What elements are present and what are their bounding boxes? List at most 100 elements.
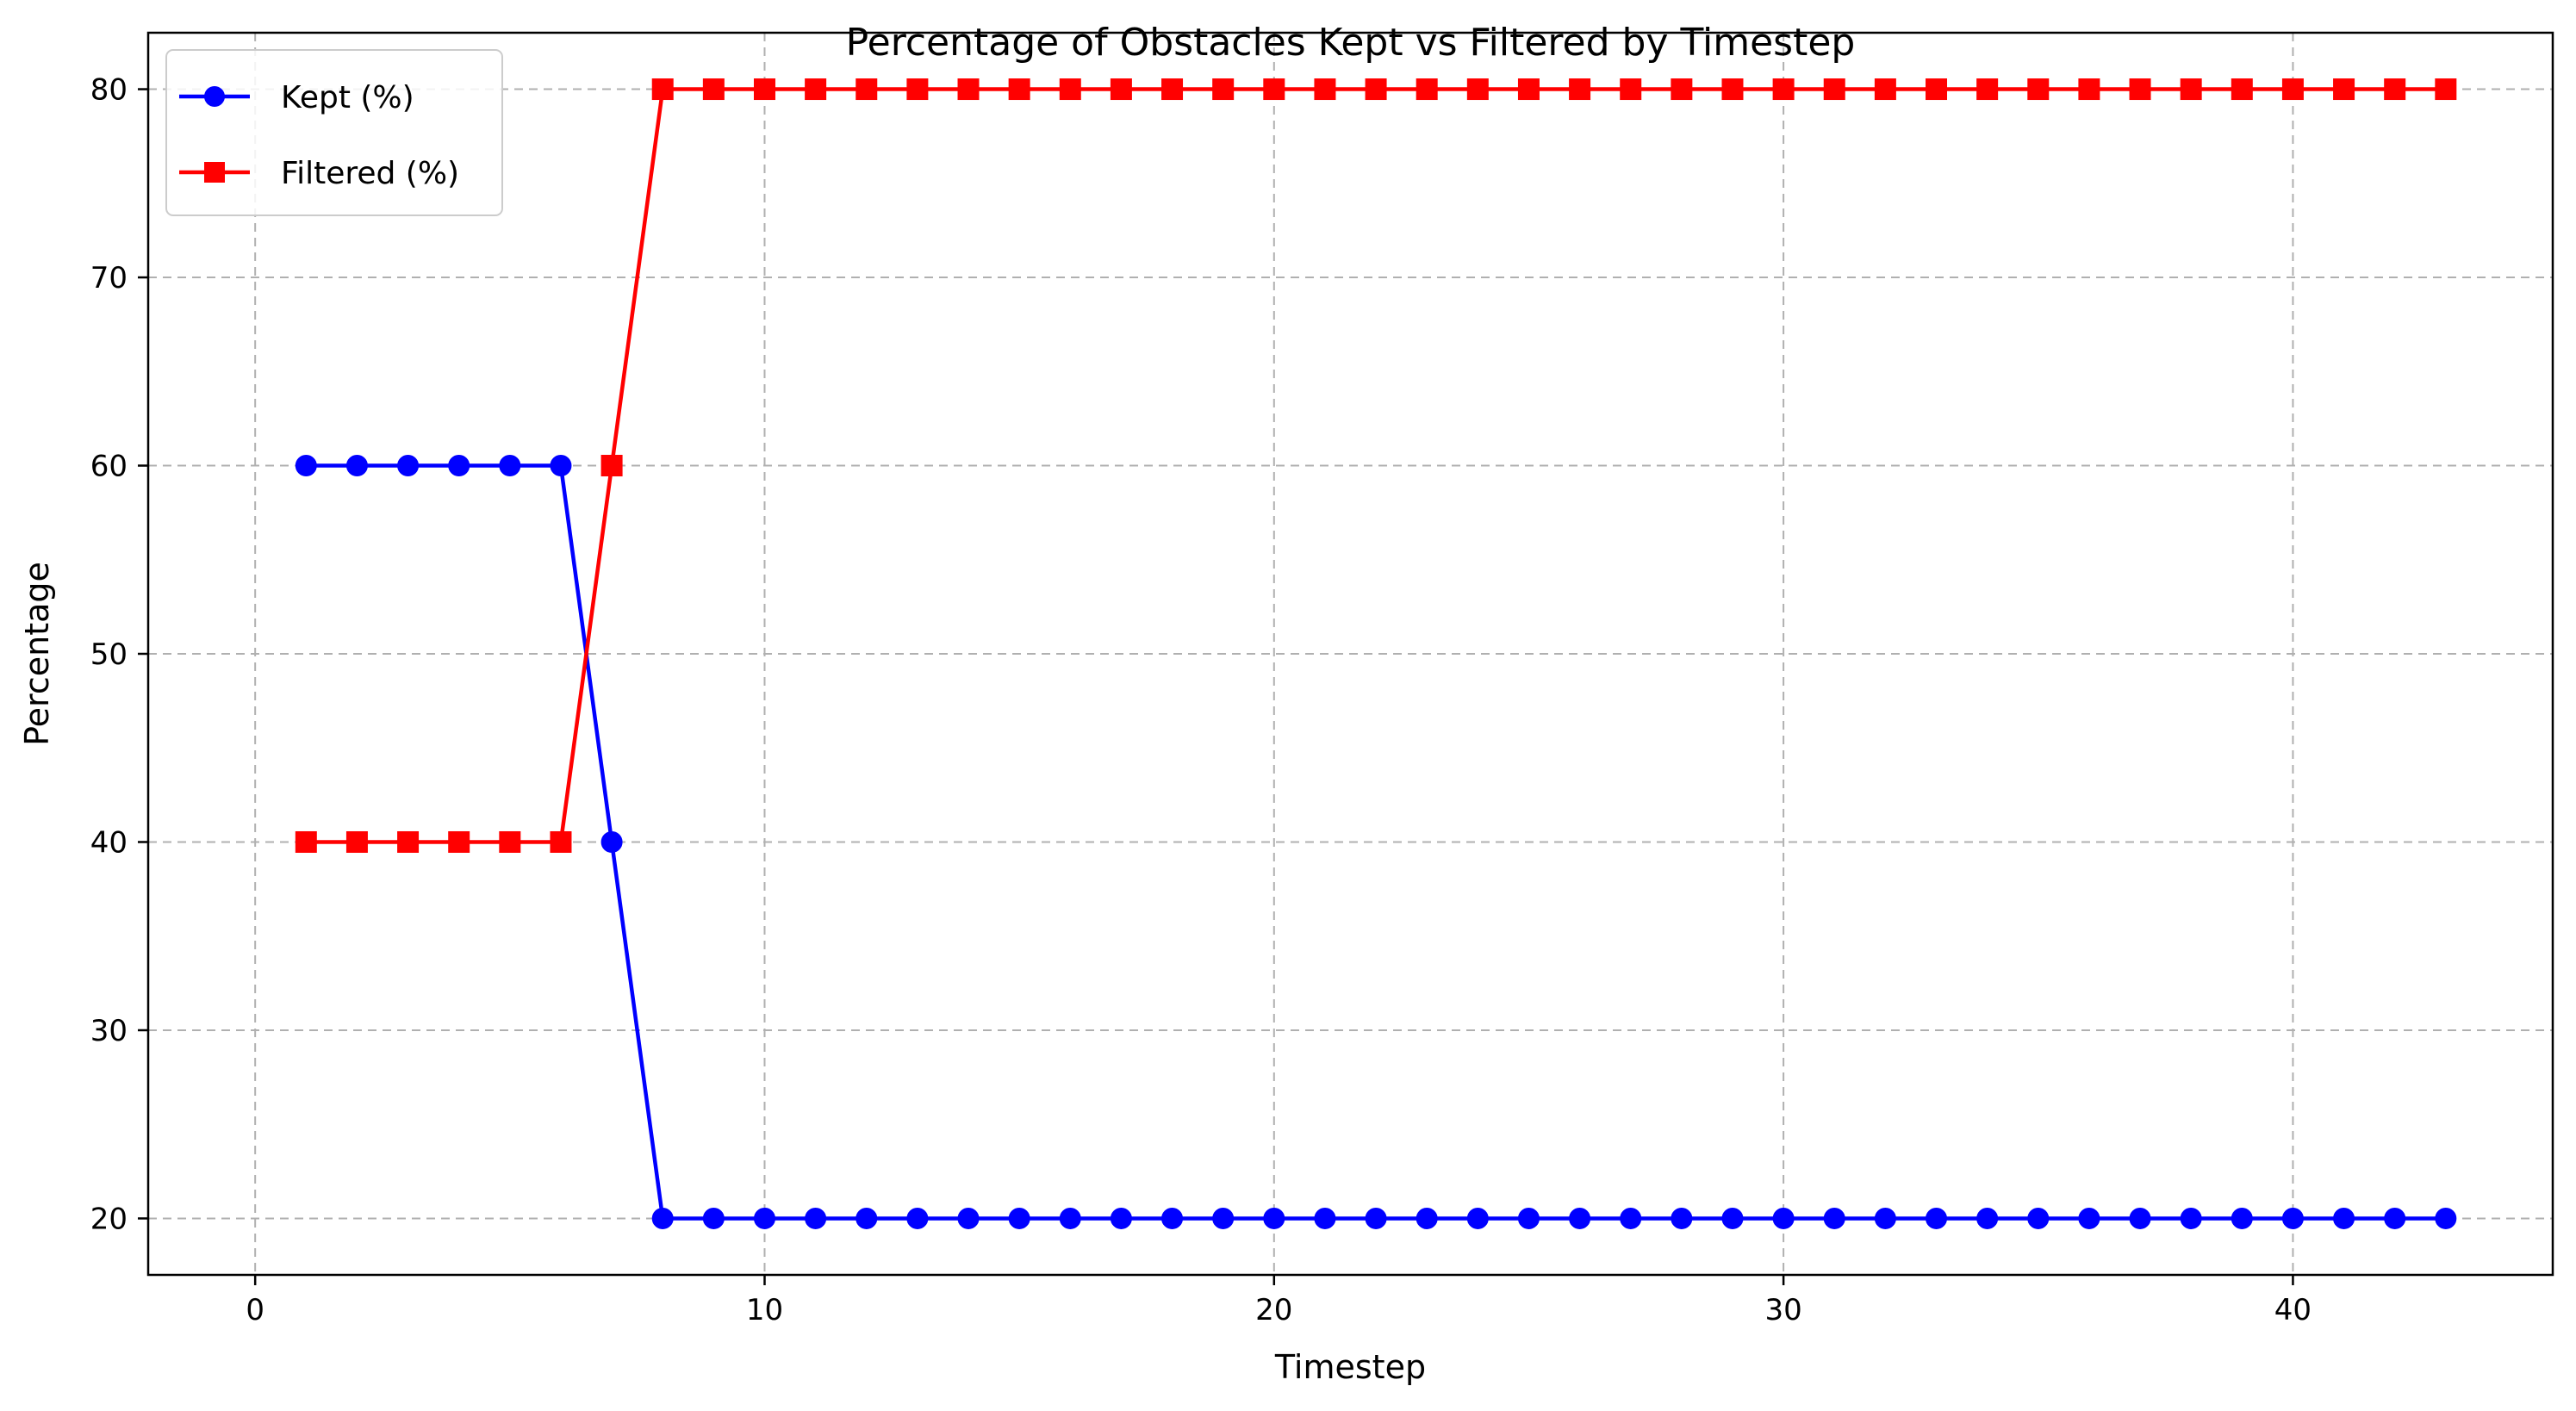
kept-point [1008, 1207, 1030, 1229]
kept-point [1365, 1207, 1387, 1229]
filtered-point [1110, 78, 1132, 101]
kept-point [1161, 1207, 1184, 1229]
kept-point [1569, 1207, 1591, 1229]
kept-point [2384, 1207, 2406, 1229]
kept-point [2333, 1207, 2355, 1229]
kept-point [2435, 1207, 2457, 1229]
x-tick-label: 30 [1764, 1293, 1801, 1327]
kept-point [1926, 1207, 1948, 1229]
filtered-point [2027, 78, 2050, 101]
filtered-point [2129, 78, 2151, 101]
kept-point [1976, 1207, 1999, 1229]
kept-point [856, 1207, 878, 1229]
filtered-point [1314, 78, 1336, 101]
kept-point [906, 1207, 929, 1229]
legend-marker-filtered [204, 162, 225, 183]
filtered-point [1212, 78, 1235, 101]
legend: Kept (%) Filtered (%) [165, 49, 503, 216]
legend-label-filtered: Filtered (%) [281, 156, 459, 191]
filtered-point [702, 78, 725, 101]
kept-point [1874, 1207, 1896, 1229]
filtered-point [906, 78, 929, 101]
filtered-point [1059, 78, 1081, 101]
x-tick-label: 20 [1255, 1293, 1292, 1327]
filtered-point [1926, 78, 1948, 101]
x-tick-label: 10 [746, 1293, 783, 1327]
filtered-point [2231, 78, 2253, 101]
kept-point [753, 1207, 775, 1229]
kept-point [2180, 1207, 2202, 1229]
grid-lines [148, 33, 2553, 1275]
kept-point [1517, 1207, 1540, 1229]
kept-point [2281, 1207, 2304, 1229]
y-tick-label: 20 [90, 1202, 128, 1236]
chart-title: Percentage of Obstacles Kept vs Filtered… [846, 21, 1856, 65]
kept-point [1466, 1207, 1489, 1229]
filtered-point [2180, 78, 2202, 101]
kept-point [550, 455, 572, 477]
kept-point [1671, 1207, 1693, 1229]
kept-point [499, 455, 521, 477]
kept-point [1110, 1207, 1132, 1229]
filtered-point [1874, 78, 1896, 101]
filtered-point [651, 78, 674, 101]
filtered-point [448, 830, 470, 853]
kept-point [2078, 1207, 2100, 1229]
kept-point [702, 1207, 725, 1229]
filtered-point [2281, 78, 2304, 101]
legend-box [165, 49, 503, 216]
plot-series [295, 78, 2457, 1229]
kept-point [1212, 1207, 1235, 1229]
kept-point [1314, 1207, 1336, 1229]
axis-ticks: 0 10 20 30 40 20 30 40 50 60 70 80 [90, 73, 2312, 1327]
filtered-point [2333, 78, 2355, 101]
filtered-point [2435, 78, 2457, 101]
kept-point [295, 455, 317, 477]
y-tick-label: 50 [90, 637, 128, 672]
kept-point [1263, 1207, 1285, 1229]
filtered-point [397, 830, 420, 853]
y-tick-label: 70 [90, 261, 128, 295]
kept-point [1416, 1207, 1438, 1229]
x-tick-label: 40 [2274, 1293, 2312, 1327]
filtered-point [550, 830, 572, 853]
filtered-point [1671, 78, 1693, 101]
filtered-point [1365, 78, 1387, 101]
y-tick-label: 60 [90, 450, 128, 484]
filtered-point [345, 830, 368, 853]
filtered-point [2384, 78, 2406, 101]
x-axis-label: Timestep [1274, 1348, 1426, 1386]
y-tick-label: 80 [90, 73, 128, 108]
kept-point [805, 1207, 827, 1229]
kept-point [651, 1207, 674, 1229]
y-axis-label: Percentage [18, 562, 56, 746]
y-tick-label: 30 [90, 1014, 128, 1048]
kept-point [397, 455, 420, 477]
filtered-point [805, 78, 827, 101]
kept-point [1721, 1207, 1744, 1229]
filtered-point [1416, 78, 1438, 101]
filtered-point [1976, 78, 1999, 101]
kept-point [2231, 1207, 2253, 1229]
kept-point [345, 455, 368, 477]
series-line-kept [306, 463, 2446, 1221]
filtered-point [1772, 78, 1795, 101]
series-line-filtered [306, 87, 2446, 844]
kept-point [1772, 1207, 1795, 1229]
filtered-point [753, 78, 775, 101]
filtered-point [856, 78, 878, 101]
y-tick-label: 40 [90, 825, 128, 860]
kept-point [448, 455, 470, 477]
filtered-point [1263, 78, 1285, 101]
filtered-point [1823, 78, 1845, 101]
kept-point [2027, 1207, 2050, 1229]
filtered-point [957, 78, 980, 101]
kept-point [600, 830, 623, 853]
filtered-point [2078, 78, 2100, 101]
filtered-point [1620, 78, 1642, 101]
x-tick-label: 0 [246, 1293, 264, 1327]
filtered-point [1161, 78, 1184, 101]
filtered-point [600, 455, 623, 477]
filtered-point [1721, 78, 1744, 101]
